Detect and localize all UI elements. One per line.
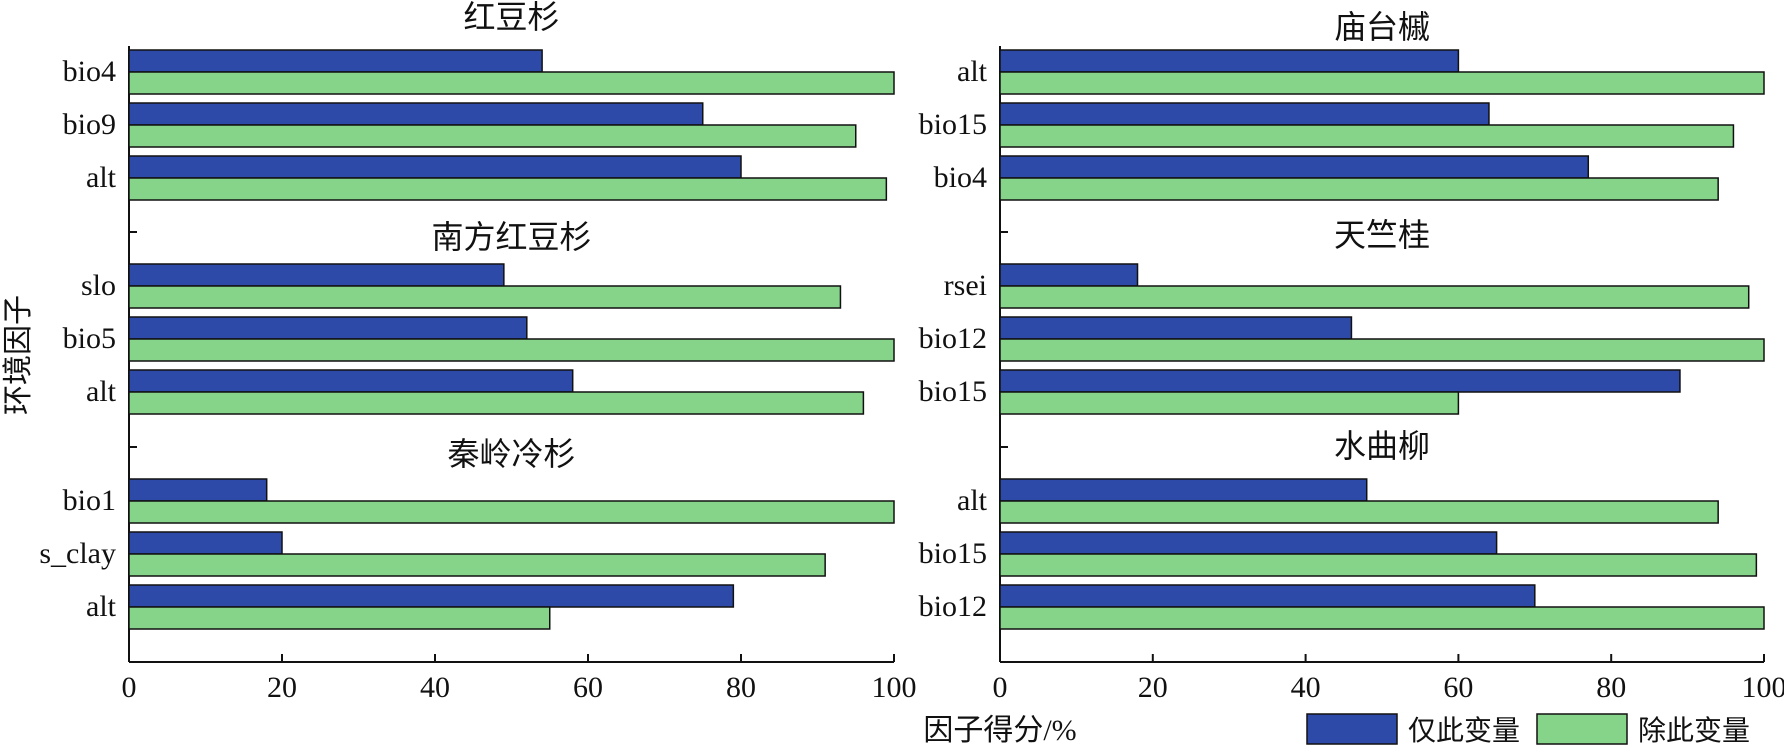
bar-without-left-0-1 <box>128 124 857 148</box>
bar-without-left-2-2 <box>128 606 551 630</box>
x-tick-label-left-100: 100 <box>872 671 917 704</box>
bar-only-right-1-2 <box>999 369 1681 393</box>
bar-without-right-2-1 <box>999 553 1758 577</box>
bar-only-right-1-1 <box>999 316 1353 340</box>
bar-without-right-1-2 <box>999 391 1460 415</box>
bar-without-right-1-0 <box>999 285 1750 309</box>
bar-without-right-0-0 <box>999 71 1765 95</box>
bar-without-left-0-0 <box>128 71 895 95</box>
bar-only-right-0-0 <box>999 49 1460 73</box>
bar-only-left-0-1 <box>128 102 704 126</box>
x-tick-label-left-0: 0 <box>122 671 137 704</box>
legend-swatch-only <box>1306 713 1398 745</box>
category-label-left-0-0: bio4 <box>63 55 116 88</box>
bar-without-left-0-2 <box>128 177 888 201</box>
x-tick-label-right-80: 80 <box>1596 671 1626 704</box>
bar-without-right-1-1 <box>999 338 1765 362</box>
category-label-right-1-2: bio15 <box>919 375 987 408</box>
group-title-left-2: 秦岭冷杉 <box>447 436 575 472</box>
group-title-left-0: 红豆杉 <box>463 0 559 35</box>
category-label-right-1-0: rsei <box>944 269 987 302</box>
category-label-right-2-0: alt <box>957 484 988 517</box>
x-tick-label-right-40: 40 <box>1291 671 1321 704</box>
category-label-left-2-1: s_clay <box>39 537 116 570</box>
bar-only-left-1-2 <box>128 369 574 393</box>
group-title-left-1: 南方红豆杉 <box>431 219 591 255</box>
bar-without-left-1-1 <box>128 338 895 362</box>
category-label-right-0-2: bio4 <box>934 161 987 194</box>
bar-only-left-2-2 <box>128 584 735 608</box>
x-tick-label-left-60: 60 <box>573 671 603 704</box>
bar-without-left-2-1 <box>128 553 826 577</box>
bar-only-right-0-1 <box>999 102 1490 126</box>
bar-only-left-0-0 <box>128 49 543 73</box>
x-axis-title: 因子得分/% <box>923 714 1076 747</box>
bar-only-left-1-1 <box>128 316 528 340</box>
legend-swatch-without <box>1536 713 1628 745</box>
bar-only-left-2-0 <box>128 478 268 502</box>
bar-without-left-1-0 <box>128 285 842 309</box>
category-label-left-1-0: slo <box>81 269 116 302</box>
category-label-right-2-1: bio15 <box>919 537 987 570</box>
category-label-right-0-1: bio15 <box>919 108 987 141</box>
category-label-right-2-2: bio12 <box>919 590 987 623</box>
bar-without-left-2-0 <box>128 500 895 524</box>
bar-without-left-1-2 <box>128 391 865 415</box>
bar-only-right-2-1 <box>999 531 1498 555</box>
bar-only-right-2-0 <box>999 478 1368 502</box>
x-tick-label-right-60: 60 <box>1443 671 1473 704</box>
group-title-right-0: 庙台槭 <box>1334 9 1430 45</box>
x-tick-label-left-40: 40 <box>420 671 450 704</box>
bar-only-left-1-0 <box>128 263 505 287</box>
x-tick-label-right-100: 100 <box>1742 671 1784 704</box>
legend-label-without: 除此变量 <box>1638 715 1750 747</box>
category-label-right-0-0: alt <box>957 55 988 88</box>
bar-without-right-2-2 <box>999 606 1765 630</box>
x-tick-label-right-20: 20 <box>1138 671 1168 704</box>
bar-only-right-0-2 <box>999 155 1590 179</box>
y-axis-title: 环境因子 <box>2 295 35 415</box>
category-label-right-1-1: bio12 <box>919 322 987 355</box>
x-tick-label-right-0: 0 <box>993 671 1008 704</box>
bar-without-right-2-0 <box>999 500 1719 524</box>
bar-only-left-2-1 <box>128 531 283 555</box>
bar-only-right-2-2 <box>999 584 1536 608</box>
x-tick-label-left-20: 20 <box>267 671 297 704</box>
legend-label-only: 仅此变量 <box>1408 715 1520 747</box>
category-label-left-2-2: alt <box>86 590 117 623</box>
group-title-right-2: 水曲柳 <box>1334 428 1430 464</box>
category-label-left-0-2: alt <box>86 161 117 194</box>
category-label-left-0-1: bio9 <box>63 108 116 141</box>
x-tick-label-left-80: 80 <box>726 671 756 704</box>
category-label-left-2-0: bio1 <box>63 484 116 517</box>
category-label-left-1-2: alt <box>86 375 117 408</box>
bar-without-right-0-1 <box>999 124 1735 148</box>
group-title-right-1: 天竺桂 <box>1334 217 1430 253</box>
bar-only-right-1-0 <box>999 263 1139 287</box>
bar-only-left-0-2 <box>128 155 742 179</box>
category-label-left-1-1: bio5 <box>63 322 116 355</box>
bar-without-right-0-2 <box>999 177 1719 201</box>
